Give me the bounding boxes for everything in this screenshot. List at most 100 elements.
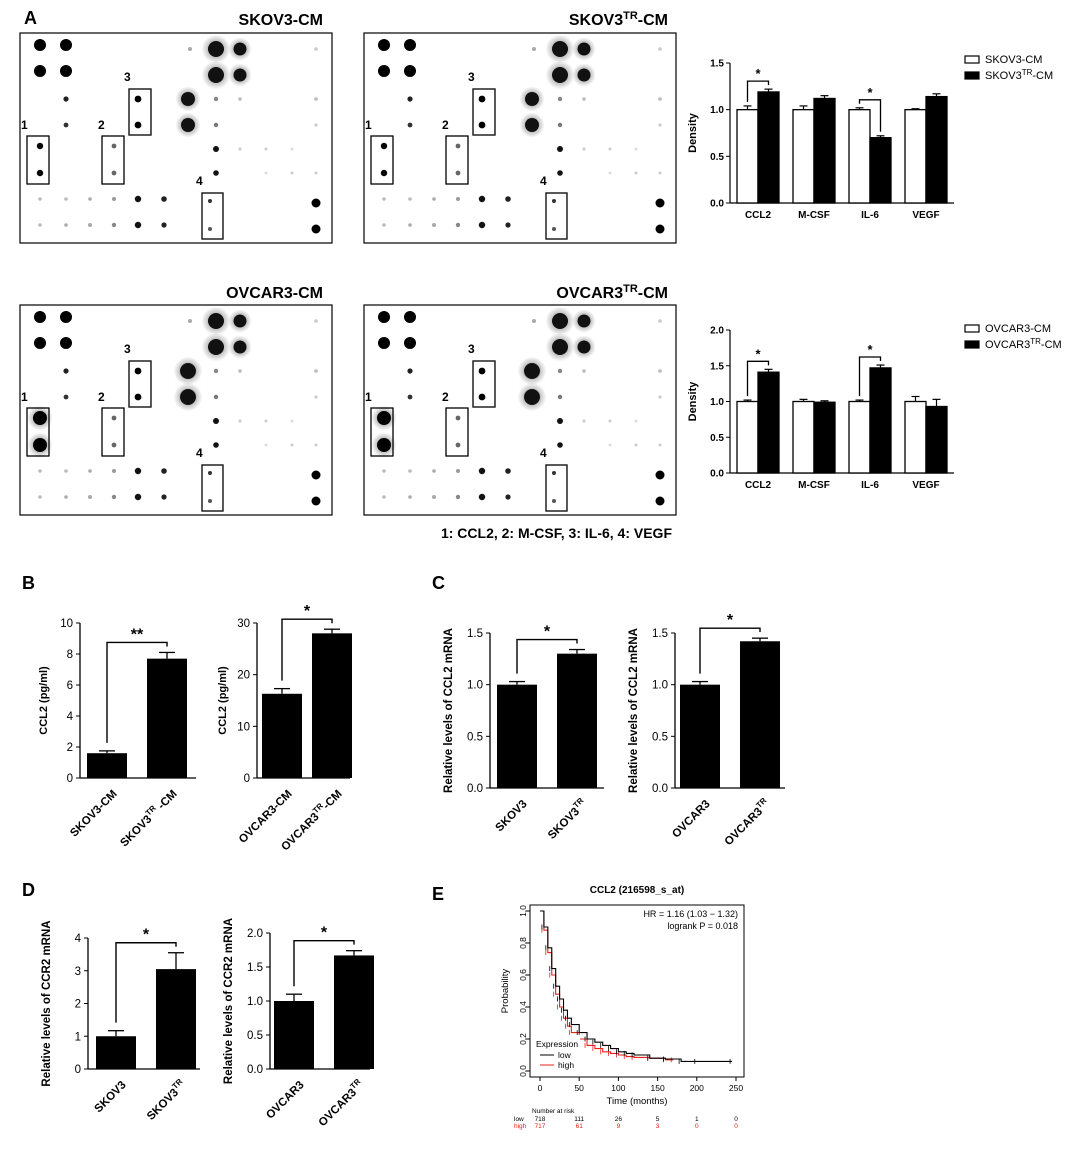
array-spot (238, 369, 242, 373)
array-spot (34, 311, 46, 323)
bar-VEGF-parent (904, 400, 927, 474)
array-spot (382, 495, 386, 499)
array-spot (311, 496, 321, 506)
array-spot (552, 199, 556, 203)
array-spot (111, 494, 117, 500)
array-spot (582, 419, 586, 423)
array-spot (505, 468, 511, 474)
array-title-skov3-tr: SKOV3TR-CM (569, 10, 668, 29)
array-box-label: 4 (540, 446, 547, 460)
array-spot (407, 394, 413, 400)
risk-value: 0 (734, 1123, 738, 1130)
bar-M-CSF-parent (792, 109, 815, 204)
array-spot (658, 97, 662, 101)
bar-tr (147, 658, 187, 778)
array-spot (188, 319, 192, 323)
array-spot (111, 415, 117, 421)
array-spot (134, 121, 142, 129)
array-box-1 (370, 407, 394, 457)
bar-VEGF-parent (904, 109, 927, 204)
array-spot (213, 146, 219, 152)
array-spot (208, 313, 224, 329)
array-spot (557, 394, 563, 400)
array-spot (34, 39, 46, 51)
array-box-4 (545, 464, 568, 512)
x-tick-label: VEGF (912, 480, 939, 491)
array-spot (505, 196, 511, 202)
array-spot (655, 224, 665, 234)
array-spot (290, 171, 294, 175)
array-spot (582, 97, 586, 101)
array-spot (111, 170, 117, 176)
y-tick-label: 0.0 (652, 783, 668, 795)
array-spot (208, 499, 212, 503)
array-box-label: 4 (196, 446, 203, 460)
array-spot (111, 222, 117, 228)
y-tick-label: 10 (237, 721, 250, 733)
y-tick-label: 1.0 (710, 105, 724, 116)
risk-value: 0 (695, 1123, 699, 1130)
array-spot (64, 223, 68, 227)
x-tick-label: 0 (538, 1083, 543, 1093)
array-box-label: 1 (365, 118, 372, 132)
bar-parent (96, 1036, 136, 1069)
array-spot (608, 443, 612, 447)
array-spot (377, 411, 391, 425)
array-spot (60, 39, 72, 51)
array-spot (455, 222, 461, 228)
bar-parent (497, 684, 537, 788)
legend-label: high (558, 1060, 574, 1070)
array-spot (233, 42, 247, 56)
risk-row-label: low (514, 1116, 524, 1123)
bar-CCL2-tr (757, 371, 780, 474)
array-spot (557, 170, 563, 176)
y-axis-label: Relative levels of CCR2 mRNA (223, 918, 235, 1084)
array-spot (311, 198, 321, 208)
legend-box (534, 1035, 580, 1073)
array-spot (655, 198, 665, 208)
bar-CCL2-tr (757, 91, 780, 204)
array-spot (88, 197, 92, 201)
y-tick-label: 0.0 (710, 199, 724, 210)
array-spot (314, 123, 318, 127)
array-box-label: 3 (124, 70, 131, 84)
array-spot (655, 496, 665, 506)
array-spot (505, 222, 511, 228)
array-box-label: 2 (98, 118, 105, 132)
x-tick-label: VEGF (912, 210, 939, 221)
array-title-ovcar3-tr: OVCAR3TR-CM (556, 283, 668, 302)
survival-curve-low (540, 910, 733, 1062)
y-tick-label: 1.0 (652, 680, 668, 692)
array-spot (188, 47, 192, 51)
y-tick-label: 1 (75, 1031, 81, 1043)
array-spot (552, 41, 568, 57)
x-tick-label: SKOV3TR -CM (116, 786, 179, 849)
array-spot (33, 411, 47, 425)
significance-bracket (746, 80, 770, 102)
significance-bracket (281, 618, 333, 681)
x-tick-label: OVCAR3 (670, 798, 712, 840)
x-tick-label: 250 (729, 1083, 743, 1093)
array-spot (314, 97, 318, 101)
significance-star: * (143, 927, 150, 944)
array-spot (64, 469, 68, 473)
legend-swatch (964, 340, 980, 349)
array-spot (38, 197, 42, 201)
array-spot (161, 196, 167, 202)
y-tick-label: 1.0 (518, 905, 528, 917)
array-spot (38, 495, 42, 499)
legend-label: low (558, 1050, 572, 1060)
bar-CCL2-parent (736, 400, 759, 474)
array-spot (505, 494, 511, 500)
array-spot (432, 469, 436, 473)
x-tick-label: SKOV3TR (143, 1077, 189, 1123)
bar-tr (334, 955, 374, 1069)
y-tick-label: 2 (67, 742, 73, 754)
array-spot (658, 47, 662, 51)
array-spot (557, 368, 563, 374)
array-spot (378, 337, 390, 349)
array-spot (60, 65, 72, 77)
x-tick-label: OVCAR3TR (721, 796, 773, 848)
array-spot (382, 469, 386, 473)
